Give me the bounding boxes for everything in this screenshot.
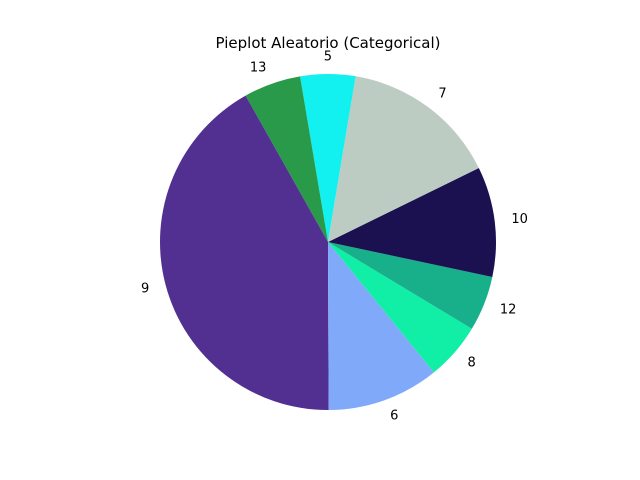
pie-label-10: 10 [511,212,528,227]
pie-slice-6 [328,242,434,410]
chart-title: Pieplot Aleatorio (Categorical) [215,34,441,52]
pie-slice-13 [245,76,328,242]
pie-slice-5 [300,73,356,243]
pie-slice-10 [328,167,497,277]
pie-slice-9 [160,95,329,411]
pie-label-6: 6 [390,409,398,424]
pie-labels: 5 13 9 6 8 12 10 7 [141,50,528,424]
pie-label-9: 9 [141,282,149,297]
pie-label-13: 13 [250,60,267,75]
pie-label-5: 5 [324,50,332,65]
pie-label-8: 8 [467,356,475,371]
pie-slices [160,73,497,411]
pie-slice-8 [328,242,472,373]
pie-label-12: 12 [500,302,517,317]
pie-slice-7 [328,76,479,242]
pie-label-7: 7 [438,86,446,101]
pie-slice-12 [328,242,493,329]
